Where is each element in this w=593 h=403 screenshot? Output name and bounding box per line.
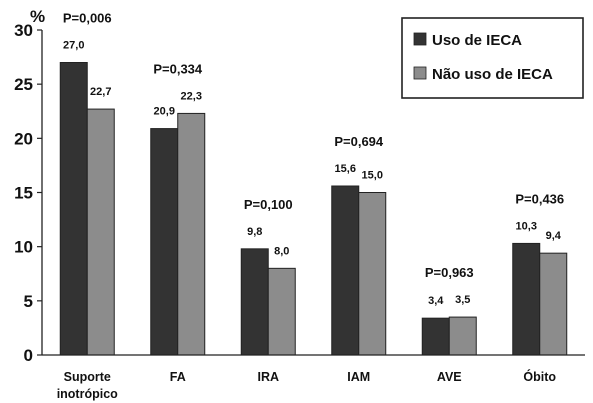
bar-value-label: 27,0 — [63, 40, 84, 52]
bar-nao-uso — [267, 267, 296, 356]
legend-swatch-nao-uso — [413, 66, 427, 80]
bar-uso — [240, 248, 269, 356]
bar-value-label: 15,0 — [362, 170, 383, 182]
bar-value-label: 22,3 — [181, 90, 202, 102]
p-value-labels: P=0,006 P=0,334 P=0,100 P=0,694 P=0,963 P=0,4… — [63, 11, 564, 281]
category-labels: Suporte inotrópico FA IRA IAM AVE Óbito — [57, 369, 557, 401]
bar-uso — [421, 317, 450, 356]
bar-value-label: 8,0 — [274, 245, 289, 257]
bar-uso — [331, 185, 360, 356]
legend-box — [401, 17, 584, 99]
p-value-label: P=0,334 — [153, 61, 203, 76]
bar-nao-uso — [539, 252, 568, 356]
category-label: inotrópico — [57, 387, 118, 401]
category-label: IAM — [347, 370, 370, 384]
bar-uso — [59, 62, 88, 356]
bar-value-label: 20,9 — [154, 106, 175, 118]
y-tick-label: 10 — [14, 238, 33, 257]
bar-value-label: 9,8 — [247, 226, 262, 238]
y-axis-unit-label: % — [30, 7, 45, 26]
p-value-label: P=0,100 — [244, 197, 293, 212]
bar-nao-uso — [86, 108, 115, 356]
bar-series — [59, 62, 568, 356]
p-value-label: P=0,006 — [63, 11, 112, 26]
bar-value-label: 15,6 — [335, 163, 356, 175]
category-label: Suporte — [64, 370, 111, 384]
bar-value-label: 3,5 — [455, 294, 470, 306]
category-label: IRA — [257, 370, 279, 384]
bar-nao-uso — [448, 316, 477, 356]
legend-label-nao-uso: Não uso de IECA — [432, 66, 553, 83]
y-tick-label: 15 — [14, 184, 33, 203]
y-tick-label: 20 — [14, 129, 33, 148]
bar-nao-uso — [358, 192, 387, 356]
bar-value-label: 22,7 — [90, 86, 111, 98]
y-tick-label: 0 — [24, 346, 33, 365]
y-tick-label: 25 — [14, 75, 33, 94]
p-value-label: P=0,694 — [334, 134, 384, 149]
y-axis-ticks: 0 5 10 15 20 25 30 — [14, 21, 42, 365]
value-labels: 27,0 22,7 20,9 22,3 9,8 8,0 15,6 15,0 3,4 3,5 10,3… — [63, 40, 562, 308]
bar-value-label: 3,4 — [428, 295, 444, 307]
bar-uso — [512, 242, 541, 356]
legend: Uso de IECA Não uso de IECA — [401, 17, 584, 99]
p-value-label: P=0,436 — [515, 191, 564, 206]
y-tick-label: 30 — [14, 21, 33, 40]
category-label: AVE — [437, 370, 462, 384]
bar-value-label: 10,3 — [516, 220, 537, 232]
legend-swatch-uso — [413, 32, 427, 46]
legend-label-uso: Uso de IECA — [432, 32, 522, 49]
bar-value-label: 9,4 — [546, 230, 562, 242]
bar-nao-uso — [177, 112, 206, 356]
category-label: Óbito — [523, 369, 556, 384]
bar-uso — [150, 128, 179, 356]
category-label: FA — [170, 370, 186, 384]
y-tick-label: 5 — [24, 292, 33, 311]
p-value-label: P=0,963 — [425, 265, 474, 280]
